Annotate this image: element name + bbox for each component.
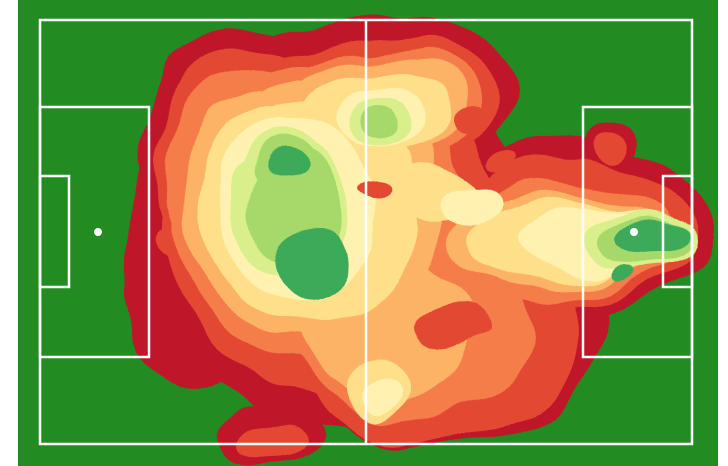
pitch-lines xyxy=(38,18,694,446)
heat-contour-level-9 xyxy=(620,217,688,253)
heat-low-pocket xyxy=(415,308,495,352)
heat-contour-level-2 xyxy=(237,422,313,458)
heat-contour-level-9 xyxy=(620,268,644,284)
left-penalty-spot xyxy=(94,228,102,236)
heat-contour-level-2 xyxy=(590,127,630,163)
right-penalty-spot xyxy=(630,228,638,236)
heat-contour-level-9 xyxy=(277,233,353,297)
heat-contour-level-8 xyxy=(360,104,400,136)
heat-low-pocket xyxy=(486,150,514,170)
heat-contour-level-6 xyxy=(358,372,402,408)
heat-contour-level-6 xyxy=(442,180,498,220)
heat-contour-level-9 xyxy=(261,152,305,184)
heatmap-layers xyxy=(120,20,710,465)
right-six-yard-box xyxy=(661,174,694,289)
heat-low-pocket xyxy=(452,106,488,134)
heat-low-pocket xyxy=(362,180,398,200)
left-six-yard-box xyxy=(38,174,71,289)
